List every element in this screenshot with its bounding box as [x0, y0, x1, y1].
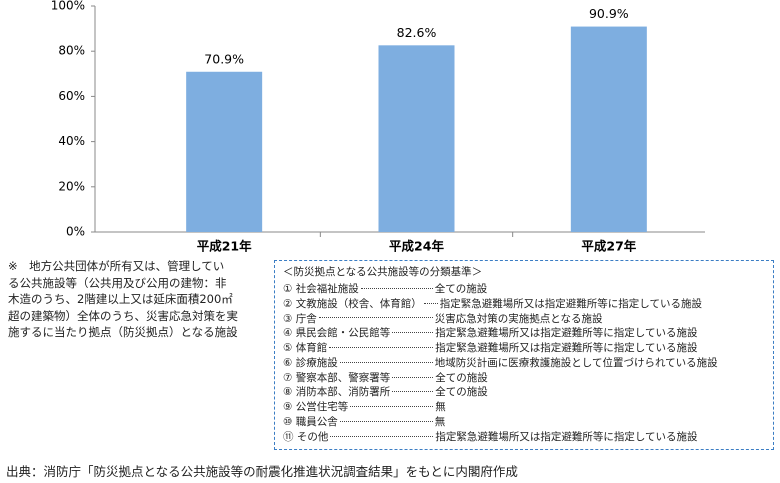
criterion: 指定緊急避難場所又は指定避難所等に指定している施設 — [439, 297, 702, 310]
criterion: 無 — [435, 401, 446, 414]
facility-name: ① 社会福祉施設 — [283, 282, 359, 295]
criterion: 災害応急対策の実施拠点となる施設 — [434, 312, 603, 325]
leader — [329, 347, 434, 349]
criterion: 指定緊急避難場所又は指定避難所等に指定している施設 — [435, 327, 698, 340]
leader — [330, 435, 434, 437]
footnote-line: 超の建築物）全体のうち、災害応急対策を実 — [8, 308, 238, 323]
criterion: 無 — [434, 416, 446, 429]
y-tick-label: 40% — [58, 134, 85, 148]
footnote-line: 木造のうち、2階建以上又は延床面積200㎡ — [8, 292, 233, 306]
criteria-item: ④ 県民会館・公民館等 指定緊急避難場所又は指定避難所等に指定している施設 — [283, 325, 765, 340]
criterion: 指定緊急避難場所又は指定避難所等に指定している施設 — [435, 430, 698, 443]
value-label: 90.9% — [589, 6, 629, 21]
footnote-line: る公共施設等（公共用及び公用の建物：非 — [8, 275, 227, 290]
x-tick-label: 平成24年 — [389, 239, 444, 254]
y-tick-label: 80% — [58, 44, 85, 58]
leader — [392, 391, 434, 393]
footnote: ※ 地方公共団体が所有又は、管理してい る公共施設等（公共用及び公用の建物：非 木造… — [8, 258, 270, 341]
leader — [423, 302, 438, 304]
leader — [350, 406, 434, 408]
leader — [392, 376, 434, 378]
leader — [360, 287, 433, 289]
chart: 0% 20% 40% 60% 80% 100% 平成21年 70.9% 平成24年 82.6% 平成… — [51, 0, 705, 254]
leader — [392, 332, 434, 334]
criteria-item: ⑤ 体育館 指定緊急避難場所又は指定避難所等に指定している施設 — [283, 340, 765, 355]
criterion: 指定緊急避難場所又は指定避難所等に指定している施設 — [435, 342, 698, 355]
facility-name: ⑦ 警察本部、警察署等 — [283, 371, 391, 384]
facility-name: ⑩ 職員公舎 — [283, 416, 338, 429]
facility-name: ⑥ 診療施設 — [283, 356, 338, 369]
facility-name: ② 文教施設（校舎、体育館） — [283, 297, 422, 310]
criteria-item: ⑩ 職員公舎 無 — [283, 414, 765, 429]
bar — [570, 26, 647, 233]
facility-name: ⑪ その他 — [283, 430, 329, 443]
criteria-item: ⑥ 診療施設 地域防災計画に医療救護施設として位置づけられている施設 — [283, 355, 765, 370]
criteria-item: ⑦ 警察本部、警察署等 全ての施設 — [283, 370, 765, 385]
leader — [318, 317, 433, 319]
y-tick-label: 100% — [51, 0, 85, 13]
y-tick-label: 0% — [66, 225, 85, 239]
criterion: 全ての施設 — [434, 282, 488, 295]
y-tick-label: 20% — [58, 179, 85, 193]
criteria-heading: ＜防災拠点となる公共施設等の分類基準＞ — [283, 266, 483, 278]
value-label: 70.9% — [204, 51, 244, 66]
criteria-box: ＜防災拠点となる公共施設等の分類基準＞ ① 社会福祉施設 全ての施設 ② 文教施設（… — [274, 260, 774, 450]
criterion: 全ての施設 — [435, 386, 488, 399]
y-tick-label: 60% — [58, 89, 85, 103]
criteria-item: ⑧ 消防本部、消防署所 全ての施設 — [283, 385, 765, 400]
criteria-item: ⑨ 公営住宅等 無 — [283, 399, 765, 414]
criterion: 全ての施設 — [435, 371, 488, 384]
x-tick-label: 平成27年 — [581, 239, 636, 254]
facility-name: ④ 県民会館・公民館等 — [283, 327, 391, 340]
facility-name: ⑨ 公営住宅等 — [283, 401, 349, 414]
footnote-line: ※ 地方公共団体が所有又は、管理してい — [8, 259, 225, 273]
x-tick-label: 平成21年 — [197, 239, 252, 254]
bar — [378, 45, 455, 232]
criteria-item: ③ 庁舎 災害応急対策の実施拠点となる施設 — [283, 311, 765, 326]
facility-name: ⑧ 消防本部、消防署所 — [283, 386, 391, 399]
source: 出典：消防庁「防災拠点となる公共施設等の耐震化推進状況調査結果」をもとに内閣府作… — [6, 464, 518, 479]
facility-name: ⑤ 体育館 — [283, 342, 328, 355]
criterion: 地域防災計画に医療救護施設として位置づけられている施設 — [434, 356, 718, 369]
criteria-item: ② 文教施設（校舎、体育館） 指定緊急避難場所又は指定避難所等に指定している施設 — [283, 296, 765, 311]
footnote-line: 施するに当たり拠点（防災拠点）となる施設 — [8, 325, 238, 339]
value-label: 82.6% — [397, 25, 437, 40]
leader — [339, 361, 433, 363]
criteria-item: ⑪ その他 指定緊急避難場所又は指定避難所等に指定している施設 — [283, 429, 765, 444]
criteria-item: ① 社会福祉施設 全ての施設 — [283, 281, 765, 296]
bar — [186, 71, 263, 233]
leader — [339, 421, 433, 423]
facility-name: ③ 庁舎 — [283, 312, 317, 325]
